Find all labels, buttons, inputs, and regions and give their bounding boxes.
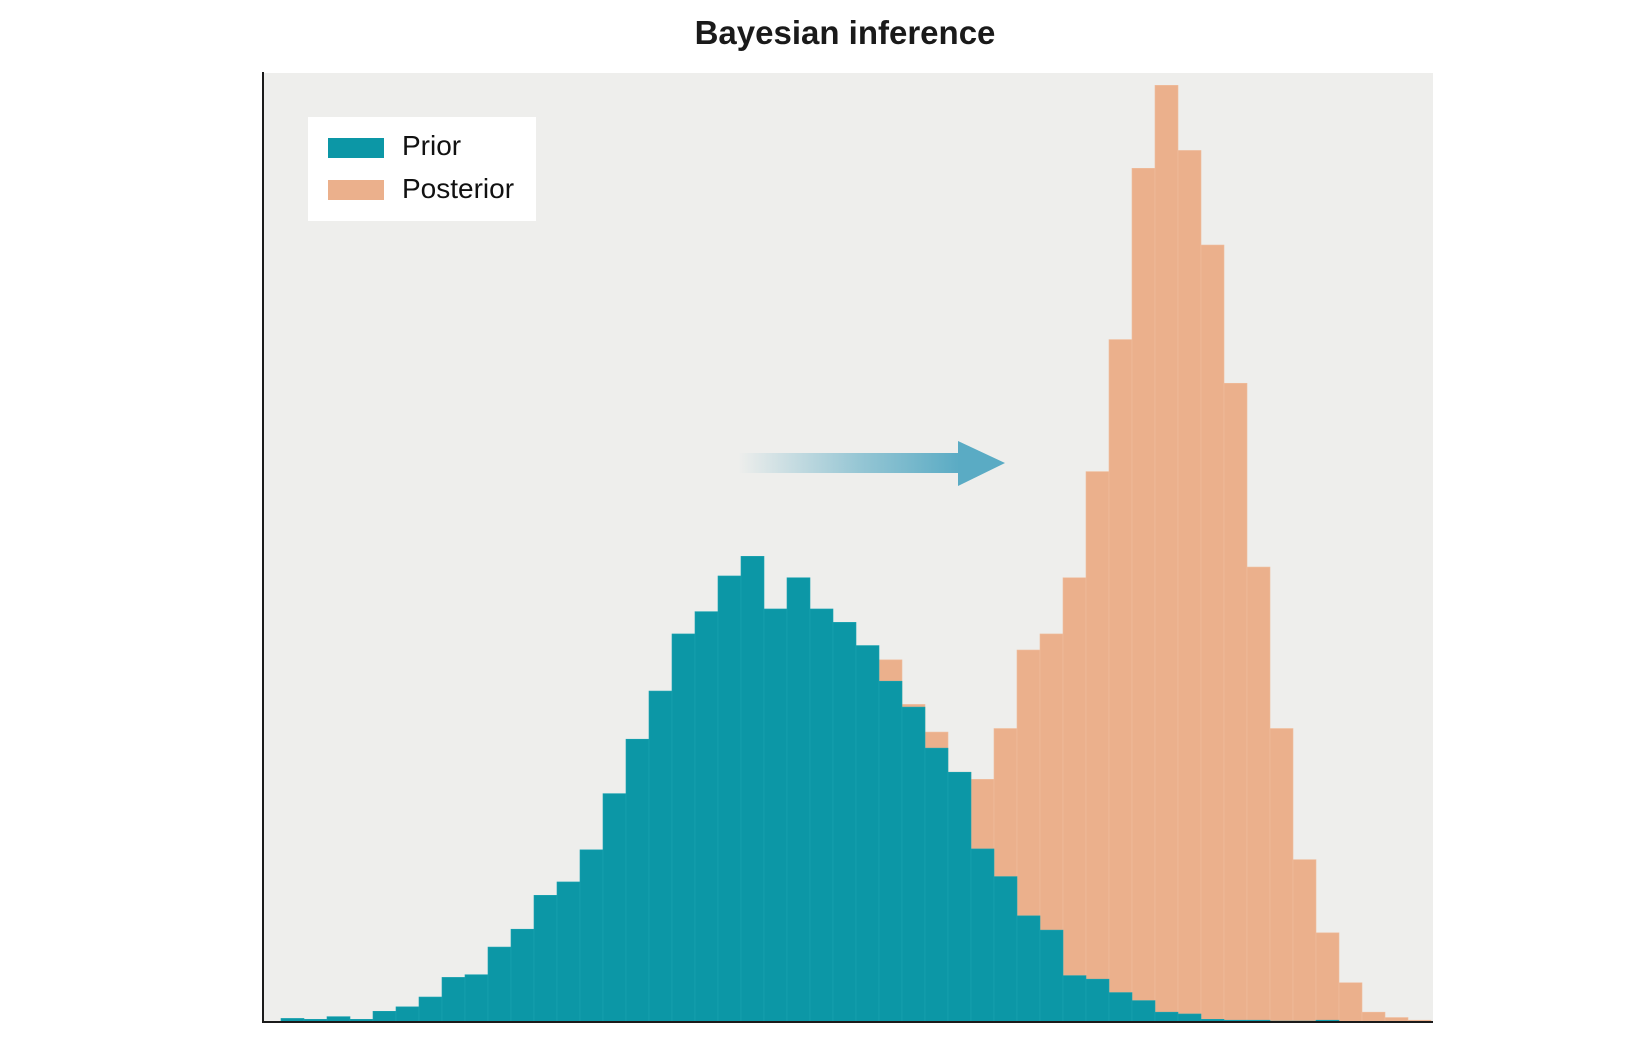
prior-bar-21 bbox=[763, 608, 788, 1023]
posterior-bar-34 bbox=[1062, 577, 1087, 1023]
legend-swatch-prior bbox=[328, 138, 384, 158]
posterior-bar-38 bbox=[1154, 85, 1179, 1023]
prior-bar-14 bbox=[602, 793, 627, 1023]
posterior-bar-47 bbox=[1361, 1011, 1386, 1023]
prior-bar-38 bbox=[1154, 1011, 1179, 1023]
inference-arrow bbox=[738, 441, 1005, 486]
prior-bar-26 bbox=[878, 680, 903, 1023]
prior-bar-28 bbox=[924, 747, 949, 1023]
prior-bars bbox=[280, 556, 1340, 1023]
prior-bar-7 bbox=[441, 977, 466, 1023]
legend-label-prior: Prior bbox=[402, 130, 461, 161]
prior-bar-6 bbox=[418, 996, 443, 1023]
prior-bar-17 bbox=[671, 633, 696, 1023]
prior-bar-34 bbox=[1062, 975, 1087, 1023]
posterior-bar-36 bbox=[1108, 339, 1133, 1023]
prior-bar-11 bbox=[533, 895, 558, 1023]
prior-bar-30 bbox=[970, 848, 995, 1023]
prior-bar-10 bbox=[510, 928, 535, 1023]
prior-bar-12 bbox=[556, 881, 581, 1023]
prior-bar-32 bbox=[1016, 915, 1041, 1023]
prior-bar-31 bbox=[993, 876, 1018, 1023]
prior-bar-24 bbox=[832, 622, 857, 1023]
prior-bar-5 bbox=[395, 1006, 420, 1023]
prior-bar-19 bbox=[717, 575, 742, 1023]
prior-bar-4 bbox=[372, 1010, 397, 1023]
posterior-bar-43 bbox=[1269, 728, 1294, 1023]
posterior-bar-46 bbox=[1338, 982, 1363, 1023]
prior-bar-9 bbox=[487, 946, 512, 1023]
posterior-bar-41 bbox=[1223, 382, 1248, 1023]
prior-bar-18 bbox=[694, 611, 719, 1023]
posterior-bar-40 bbox=[1200, 244, 1225, 1023]
posterior-bar-35 bbox=[1085, 471, 1110, 1023]
prior-bar-39 bbox=[1177, 1013, 1202, 1023]
prior-bar-8 bbox=[464, 974, 489, 1023]
prior-bar-15 bbox=[625, 738, 650, 1023]
prior-bar-27 bbox=[901, 706, 926, 1023]
prior-bar-29 bbox=[947, 771, 972, 1023]
prior-bar-13 bbox=[579, 849, 604, 1023]
legend-label-posterior: Posterior bbox=[402, 173, 514, 204]
legend-box bbox=[308, 117, 536, 221]
legend-swatch-posterior bbox=[328, 180, 384, 200]
posterior-bar-37 bbox=[1131, 167, 1156, 1023]
prior-bar-25 bbox=[855, 645, 880, 1023]
prior-bar-22 bbox=[786, 577, 811, 1023]
prior-bar-37 bbox=[1131, 1000, 1156, 1023]
prior-bar-35 bbox=[1085, 978, 1110, 1023]
legend: Prior Posterior bbox=[308, 117, 536, 221]
prior-bar-36 bbox=[1108, 992, 1133, 1023]
prior-bar-23 bbox=[809, 608, 834, 1023]
prior-bar-16 bbox=[648, 690, 673, 1023]
prior-bar-20 bbox=[740, 556, 765, 1023]
prior-bar-33 bbox=[1039, 929, 1064, 1023]
posterior-bar-45 bbox=[1315, 932, 1340, 1023]
posterior-bar-44 bbox=[1292, 859, 1317, 1023]
posterior-bar-39 bbox=[1177, 150, 1202, 1023]
posterior-bar-42 bbox=[1246, 566, 1271, 1023]
chart-title: Bayesian inference bbox=[694, 14, 996, 51]
